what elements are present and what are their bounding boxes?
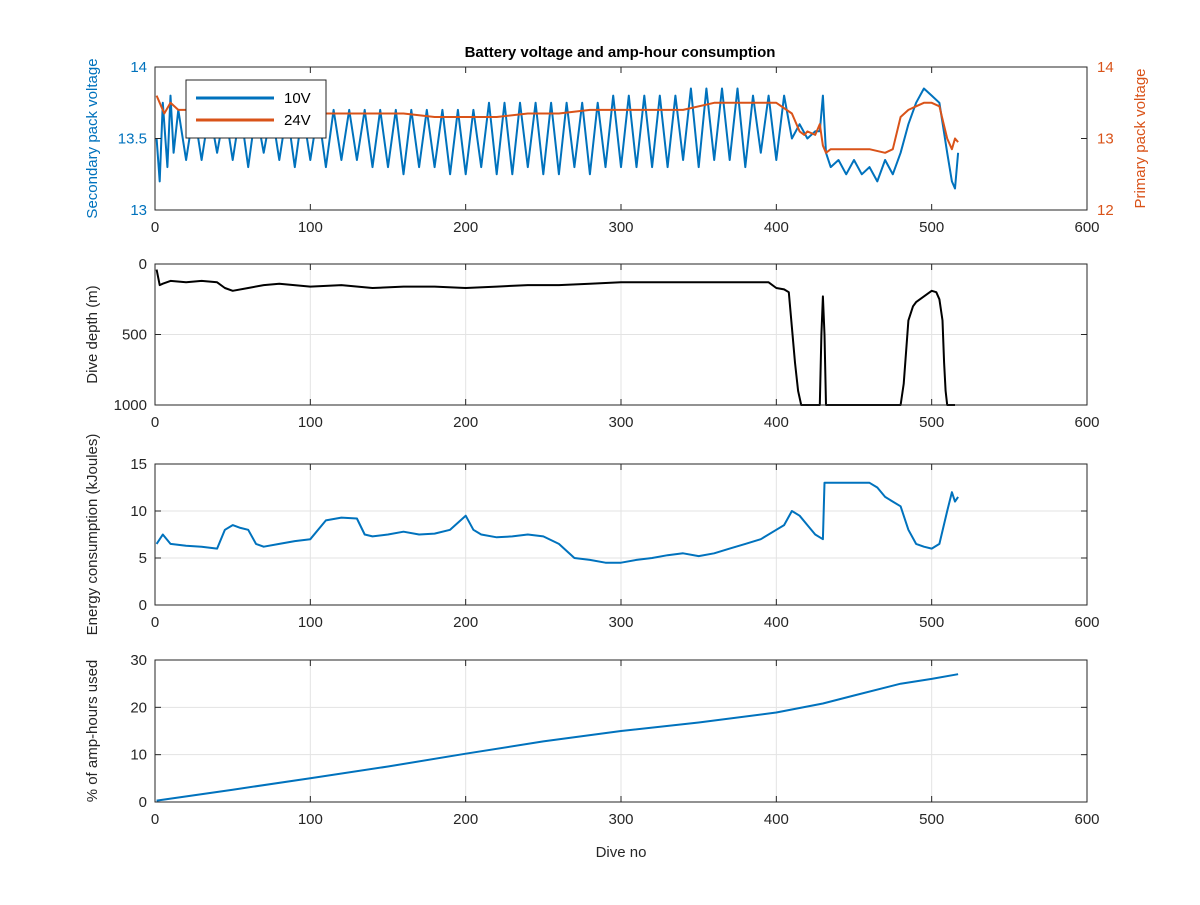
x-tick-label: 0	[151, 614, 159, 631]
x-tick-label: 600	[1074, 614, 1099, 631]
x-tick-label: 600	[1074, 414, 1099, 431]
panel-1: 0 100 200 300 400 500 600 13 13.5 14 12 13 14 Seconda…	[84, 58, 1149, 236]
y-axis-label: % of amp-hours used	[84, 660, 101, 803]
y-tick-label: 5	[139, 550, 147, 567]
x-tick-label: 300	[608, 811, 633, 828]
y-tick-label: 1000	[114, 397, 147, 414]
x-tick-label: 400	[764, 614, 789, 631]
y-tick-label: 10	[130, 503, 147, 520]
y-axis-label: Secondary pack voltage	[84, 58, 101, 218]
x-tick-label: 500	[919, 414, 944, 431]
x-tick-label: 100	[298, 219, 323, 236]
x-tick-label: 100	[298, 414, 323, 431]
panel-4: 0 100 200 300 400 500 600 0 10 20 30 % of amp-hours…	[84, 652, 1100, 861]
legend-label-10v: 10V	[284, 90, 311, 107]
x-tick-label: 600	[1074, 811, 1099, 828]
panel-3: 0 100 200 300 400 500 600 0 5 10 15 Energy consumpt…	[84, 434, 1100, 636]
x-tick-label: 600	[1074, 219, 1099, 236]
x-tick-label: 500	[919, 811, 944, 828]
x-tick-label: 500	[919, 614, 944, 631]
x-tick-label: 400	[764, 219, 789, 236]
y-tick-label: 15	[130, 456, 147, 473]
y-tick-label: 14	[130, 59, 147, 76]
y-tick-label: 0	[139, 256, 147, 273]
series-line-4-1	[156, 673, 959, 802]
panels: 0 100 200 300 400 500 6001313.514121314Seconda…	[84, 58, 1149, 861]
y-tick-label: 30	[130, 652, 147, 669]
x-tick-label: 0	[151, 811, 159, 828]
legend-box	[185, 79, 327, 139]
x-tick-label: 200	[453, 219, 478, 236]
x-tick-label: 300	[608, 414, 633, 431]
y-right-axis-label: Primary pack voltage	[1132, 68, 1149, 208]
x-tick-label: 100	[298, 811, 323, 828]
y-right-tick-label: 13	[1097, 131, 1114, 148]
x-tick-label: 400	[764, 414, 789, 431]
x-tick-label: 300	[608, 614, 633, 631]
x-tick-label: 0	[151, 219, 159, 236]
panel-2: 0 100 200 300 400 500 600 0 500 1000 Dive depth (m…	[84, 256, 1100, 431]
x-tick-label: 100	[298, 614, 323, 631]
x-tick-label: 400	[764, 811, 789, 828]
series-line-3-1	[155, 481, 959, 564]
y-right-tick-label: 14	[1097, 59, 1114, 76]
chart-title: Battery voltage and amp-hour consumption	[465, 44, 776, 61]
y-tick-label: 0	[139, 597, 147, 614]
y-tick-label: 13.5	[118, 131, 147, 148]
series-line-2-1	[155, 269, 955, 406]
x-tick-label: 200	[453, 811, 478, 828]
y-right-tick-label: 12	[1097, 202, 1114, 219]
y-tick-label: 13	[130, 202, 147, 219]
y-tick-label: 0	[139, 794, 147, 811]
legend-label-24v: 24V	[284, 112, 311, 129]
x-tick-label: 0	[151, 414, 159, 431]
y-tick-label: 500	[122, 327, 147, 344]
x-tick-label: 500	[919, 219, 944, 236]
x-axis-label: Dive no	[596, 844, 647, 861]
y-tick-label: 20	[130, 699, 147, 716]
y-tick-label: 10	[130, 747, 147, 764]
x-tick-label: 300	[608, 219, 633, 236]
x-tick-label: 200	[453, 414, 478, 431]
y-axis-label: Energy consumption (kJoules)	[84, 434, 101, 636]
x-tick-label: 200	[453, 614, 478, 631]
y-axis-label: Dive depth (m)	[84, 285, 101, 383]
